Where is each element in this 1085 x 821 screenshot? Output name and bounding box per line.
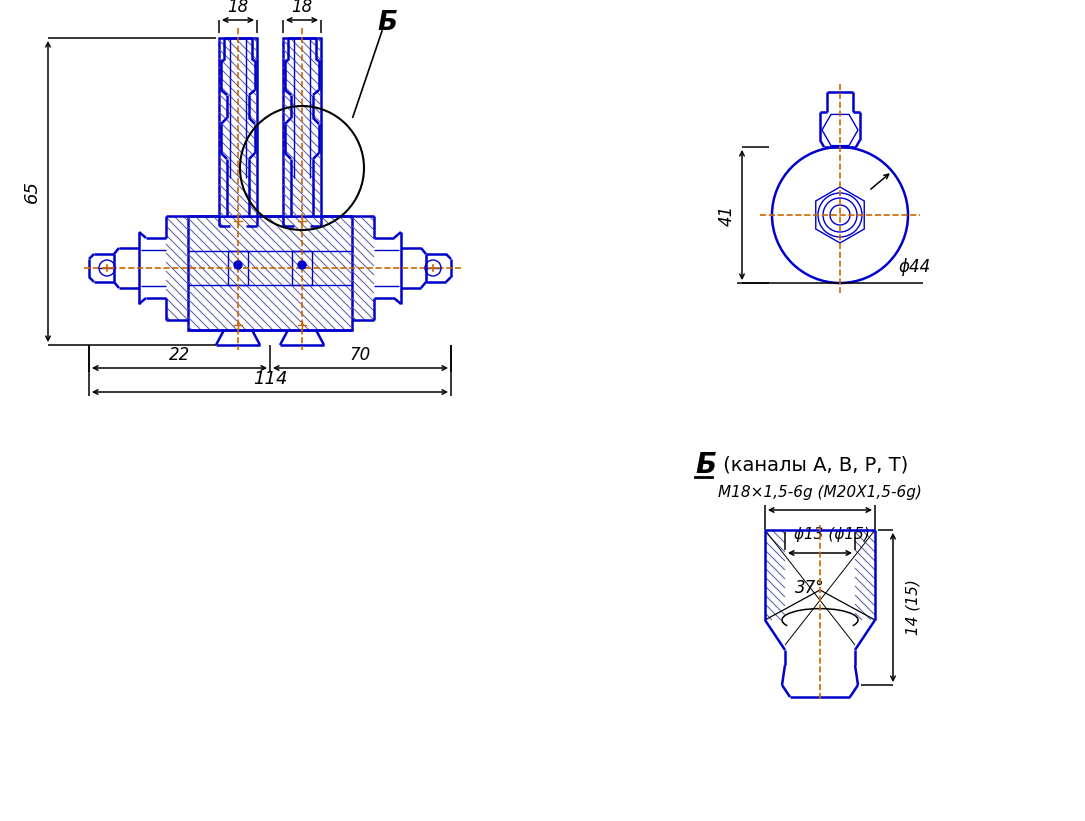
Polygon shape: [219, 38, 257, 216]
Text: (каналы А, В, Р, Т): (каналы А, В, Р, Т): [717, 456, 908, 475]
Text: ϕ44: ϕ44: [899, 258, 931, 276]
Polygon shape: [188, 216, 352, 330]
Circle shape: [234, 261, 242, 269]
Text: Б: Б: [695, 451, 716, 479]
Text: 37°: 37°: [795, 579, 825, 597]
Circle shape: [298, 261, 306, 269]
Text: 14 (15): 14 (15): [906, 580, 920, 635]
Polygon shape: [816, 187, 865, 243]
Polygon shape: [822, 114, 858, 145]
Text: Б: Б: [376, 10, 397, 36]
Text: 41: 41: [718, 204, 736, 226]
Polygon shape: [283, 38, 321, 216]
Text: M18×1,5-6g (M20X1,5-6g): M18×1,5-6g (M20X1,5-6g): [718, 485, 922, 501]
Text: 18: 18: [292, 0, 312, 16]
Text: 65: 65: [23, 180, 41, 203]
Text: 70: 70: [349, 346, 371, 364]
Text: ϕ13 (ϕ15): ϕ13 (ϕ15): [794, 528, 870, 543]
Text: 18: 18: [228, 0, 248, 16]
Text: 22: 22: [169, 346, 190, 364]
Text: 114: 114: [253, 370, 288, 388]
